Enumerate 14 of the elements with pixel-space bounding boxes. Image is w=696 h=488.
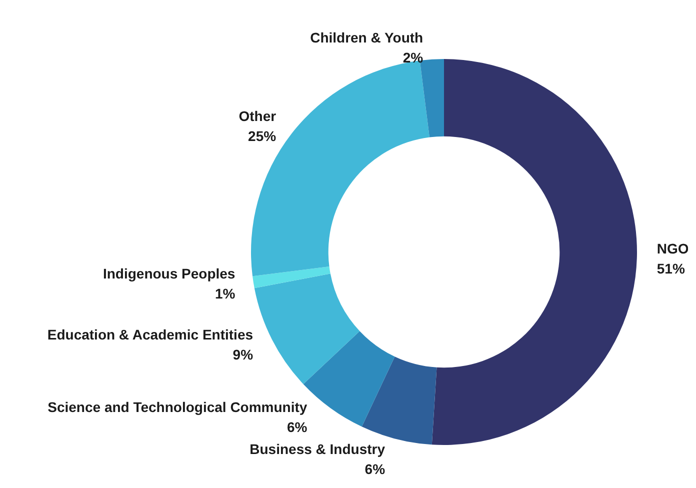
- data-label: 9%: [232, 346, 254, 362]
- slice-label: Indigenous Peoples: [102, 265, 236, 282]
- data-label: 6%: [364, 461, 386, 477]
- slice-label: Science and Technological Community: [48, 399, 308, 415]
- data-label: 51%: [656, 260, 686, 276]
- data-label: 25%: [248, 128, 277, 144]
- slice-label: Other: [238, 108, 277, 124]
- data-label: 2%: [402, 49, 424, 66]
- data-label: 1%: [214, 285, 236, 302]
- slice-label: Education & Academic Entities: [47, 326, 254, 342]
- slice-label: Business & Industry: [250, 441, 386, 457]
- slice-label: Children & Youth: [310, 29, 424, 46]
- data-label: 6%: [286, 419, 308, 435]
- slice-label: NGO: [656, 240, 689, 256]
